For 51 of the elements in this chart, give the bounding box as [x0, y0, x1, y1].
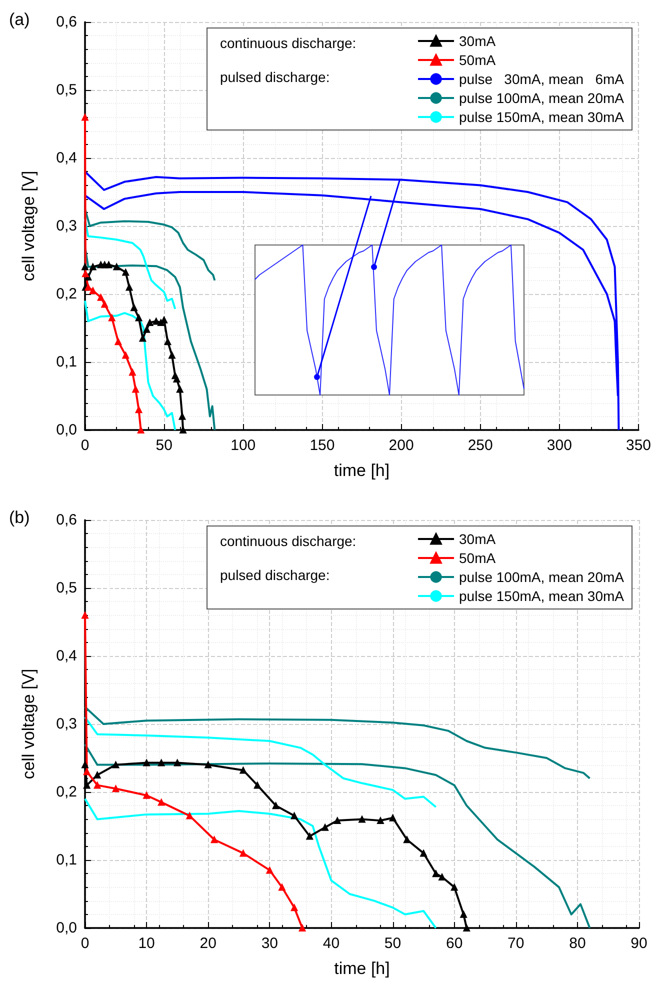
x-axis-title: time [h]	[334, 461, 390, 480]
y-axis-title: cell voltage [V]	[19, 170, 38, 282]
x-tick-label: 150	[310, 437, 335, 454]
annotation: pulsed discharge:	[220, 69, 330, 85]
legend-label: 50mA	[459, 550, 496, 566]
annotation: continuous discharge:	[220, 35, 356, 51]
x-tick-label: 70	[508, 935, 524, 952]
legend-label: 30mA	[459, 33, 496, 49]
y-tick-label: 0,6	[56, 512, 77, 528]
y-tick-label: 0,5	[56, 82, 77, 98]
x-axis-title: time [h]	[334, 959, 390, 978]
x-tick-label: 90	[630, 935, 648, 952]
y-tick-label: 0,5	[56, 580, 77, 596]
x-tick-label: 250	[468, 437, 493, 454]
x-tick-label: 350	[626, 437, 651, 454]
y-tick-label: 0,3	[56, 716, 77, 732]
x-tick-label: 80	[569, 935, 586, 952]
x-tick-label: 50	[156, 437, 172, 454]
legend-label: pulse 150mA, mean 30mA	[459, 109, 625, 125]
annotation: pulsed discharge:	[220, 567, 330, 583]
y-tick-label: 0,3	[56, 218, 77, 234]
legend-label: pulse 100mA, mean 20mA	[459, 90, 625, 106]
y-axis-title: cell voltage [V]	[19, 668, 38, 780]
legend-label: pulse 30mA, mean 6mA	[459, 71, 625, 87]
y-tick-label: 0,4	[56, 648, 77, 664]
y-tick-label: 0,6	[56, 14, 77, 30]
legend-label: 50mA	[459, 52, 496, 68]
x-tick-label: 0	[80, 437, 90, 454]
legend-label: 30mA	[459, 531, 496, 547]
x-tick-label: 40	[322, 935, 340, 952]
x-tick-label: 20	[200, 935, 216, 952]
x-tick-label: 300	[546, 437, 572, 454]
y-tick-label: 0,4	[56, 150, 77, 166]
x-tick-label: 60	[446, 935, 463, 952]
legend-label: pulse 150mA, mean 30mA	[459, 588, 625, 604]
y-tick-label: 0,1	[56, 852, 77, 868]
x-tick-label: 10	[138, 935, 155, 952]
x-tick-label: 50	[384, 935, 402, 952]
x-tick-label: 30	[261, 935, 278, 952]
x-tick-label: 0	[80, 935, 90, 952]
x-tick-label: 200	[388, 437, 414, 454]
y-tick-label: 0,2	[56, 784, 77, 800]
y-tick-label: 0,0	[56, 920, 77, 936]
annotation: continuous discharge:	[220, 533, 356, 549]
chart-title: (a)	[9, 10, 30, 29]
chart-title: (b)	[9, 508, 30, 527]
legend-label: pulse 100mA, mean 20mA	[459, 569, 625, 585]
y-tick-label: 0,0	[56, 422, 77, 438]
y-tick-label: 0,1	[56, 354, 77, 370]
y-tick-label: 0,2	[56, 286, 77, 302]
x-tick-label: 100	[230, 437, 256, 454]
